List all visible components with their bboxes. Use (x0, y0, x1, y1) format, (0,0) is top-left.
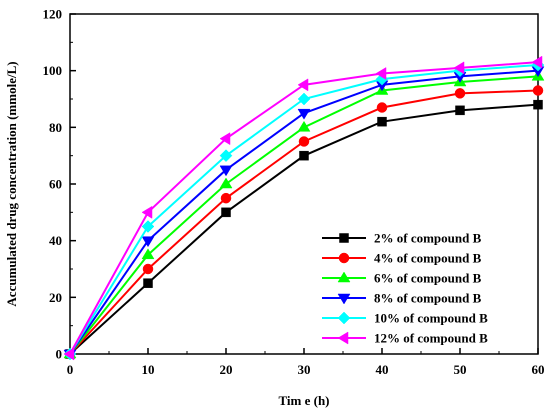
legend-marker (337, 293, 351, 305)
y-tick-label: 60 (49, 177, 62, 192)
legend-item: 4% of compound B (322, 251, 482, 266)
data-point (297, 108, 311, 120)
data-point (377, 116, 387, 127)
legend-label: 2% of compound B (374, 231, 482, 246)
data-point (454, 88, 466, 99)
data-point (219, 149, 233, 163)
y-tick-label: 100 (43, 63, 63, 78)
x-tick-label: 50 (454, 362, 467, 377)
y-tick-label: 120 (43, 7, 63, 22)
y-tick-label: 80 (49, 120, 62, 135)
data-point (297, 120, 311, 132)
data-point (376, 102, 388, 113)
legend-marker (339, 233, 349, 243)
data-point (375, 67, 387, 80)
data-point (141, 205, 153, 219)
legend-item: 2% of compound B (322, 231, 482, 246)
x-tick-label: 20 (220, 362, 233, 377)
x-tick-label: 40 (376, 362, 389, 377)
x-tick-label: 10 (142, 362, 155, 377)
data-point (143, 278, 153, 288)
data-point (141, 248, 155, 260)
legend-label: 12% of compound B (374, 331, 488, 346)
y-tick-label: 20 (49, 290, 62, 305)
legend-label: 4% of compound B (374, 251, 482, 266)
data-point (453, 61, 465, 75)
x-tick-label: 0 (67, 362, 74, 377)
y-tick-label: 0 (56, 347, 63, 362)
data-point (455, 105, 465, 116)
legend-item: 10% of compound B (322, 311, 488, 326)
y-axis-title: Accumulated drug concentration (mmole/L) (4, 61, 19, 306)
legend-marker (338, 252, 350, 264)
legend-marker (337, 271, 351, 283)
data-point (297, 78, 309, 92)
data-point (142, 263, 154, 275)
data-point (532, 85, 544, 96)
data-point (220, 192, 232, 204)
x-axis: 0 10 20 30 40 50 60 (67, 348, 545, 377)
data-point (219, 177, 233, 189)
legend: 2% of compound B 4% of compound B 6% of co… (322, 231, 488, 346)
data-point (531, 55, 543, 69)
x-axis-title: Tim e (h) (278, 393, 329, 408)
x-tick-label: 60 (532, 362, 545, 377)
legend-marker (337, 311, 351, 325)
legend-label: 8% of compound B (374, 291, 482, 306)
data-point (63, 347, 75, 361)
legend-label: 10% of compound B (374, 311, 488, 326)
data-point (141, 220, 155, 233)
series-layer (63, 55, 545, 361)
legend-item: 6% of compound B (322, 271, 482, 286)
data-point (299, 150, 309, 161)
data-point (221, 207, 231, 218)
legend-marker (337, 331, 349, 345)
data-point (298, 136, 310, 147)
series-6 (63, 55, 543, 361)
data-point (141, 236, 155, 248)
legend-label: 6% of compound B (374, 271, 482, 286)
data-point (219, 165, 233, 177)
y-tick-label: 40 (49, 233, 62, 248)
x-tick-label: 30 (298, 362, 311, 377)
data-point (533, 99, 543, 110)
data-point (219, 132, 231, 146)
legend-item: 8% of compound B (322, 291, 482, 306)
y-axis: 0 20 40 60 80 100 120 (43, 7, 76, 362)
data-point (297, 92, 311, 106)
legend-item: 12% of compound B (322, 331, 488, 346)
